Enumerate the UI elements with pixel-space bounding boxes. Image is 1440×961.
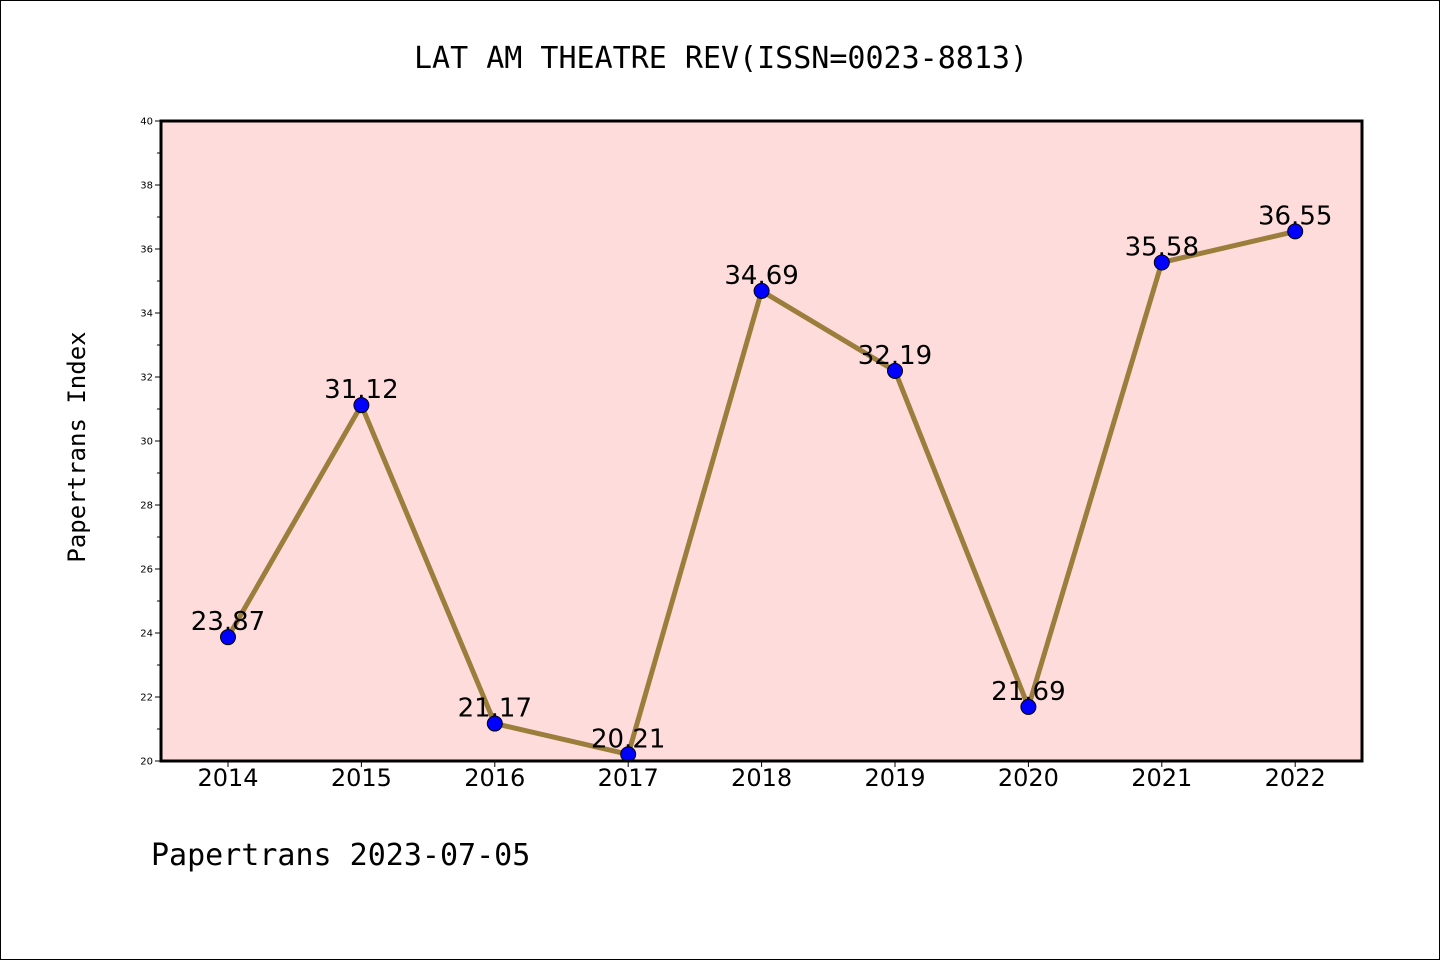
y-tick-label: 20 xyxy=(140,757,153,768)
data-labels: 23.87 31.12 21.17 20.21 34.69 32.19 21.69 35.58… xyxy=(191,201,1333,754)
y-tick-label: 36 xyxy=(140,245,153,256)
data-label: 34.69 xyxy=(724,261,798,291)
x-tick-label: 2019 xyxy=(864,764,925,792)
x-tick-label: 2020 xyxy=(998,764,1059,792)
y-tick-label: 32 xyxy=(140,373,153,384)
data-point xyxy=(220,629,236,646)
footer-date: Papertrans 2023-07-05 xyxy=(151,838,530,873)
plot-area xyxy=(161,121,1362,761)
data-point xyxy=(1287,223,1304,240)
x-axis: 2014 2015 2016 2017 2018 2019 2020 2021 2022 xyxy=(197,761,1326,792)
y-tick-label: 38 xyxy=(140,181,153,192)
series-line xyxy=(220,223,1304,763)
data-point xyxy=(887,362,903,379)
chart-title: LAT AM THEATRE REV(ISSN=0023-8813) xyxy=(414,41,1028,76)
y-axis-label: Papertrans Index xyxy=(63,331,91,562)
data-point xyxy=(1153,254,1170,271)
data-label: 21.69 xyxy=(991,677,1065,707)
x-tick-label: 2022 xyxy=(1265,764,1326,792)
y-tick-label: 40 xyxy=(140,117,153,128)
plot-border xyxy=(159,119,1364,763)
data-label: 20.21 xyxy=(591,724,665,754)
data-point xyxy=(486,715,503,732)
data-label: 31.12 xyxy=(324,375,398,405)
data-label: 23.87 xyxy=(191,607,265,637)
x-tick-label: 2021 xyxy=(1131,764,1192,792)
x-tick-label: 2018 xyxy=(731,764,792,792)
y-tick-label: 26 xyxy=(140,565,153,576)
x-tick-label: 2016 xyxy=(464,764,525,792)
data-point xyxy=(753,282,770,299)
y-tick-label: 34 xyxy=(140,309,153,320)
data-point xyxy=(1020,698,1037,715)
x-tick-label: 2017 xyxy=(598,764,659,792)
y-tick-label: 24 xyxy=(140,629,153,640)
data-label: 35.58 xyxy=(1125,232,1199,262)
y-tick-label: 22 xyxy=(140,693,153,704)
data-label: 36.55 xyxy=(1258,201,1332,231)
y-tick-label: 30 xyxy=(140,437,153,448)
data-label: 32.19 xyxy=(858,341,932,371)
y-axis: 20 22 24 26 28 30 32 34 36 38 40 xyxy=(140,117,161,768)
data-label: 21.17 xyxy=(458,694,532,724)
x-tick-label: 2015 xyxy=(331,764,392,792)
data-point xyxy=(353,397,370,414)
y-tick-label: 28 xyxy=(140,501,153,512)
x-tick-label: 2014 xyxy=(197,764,258,792)
